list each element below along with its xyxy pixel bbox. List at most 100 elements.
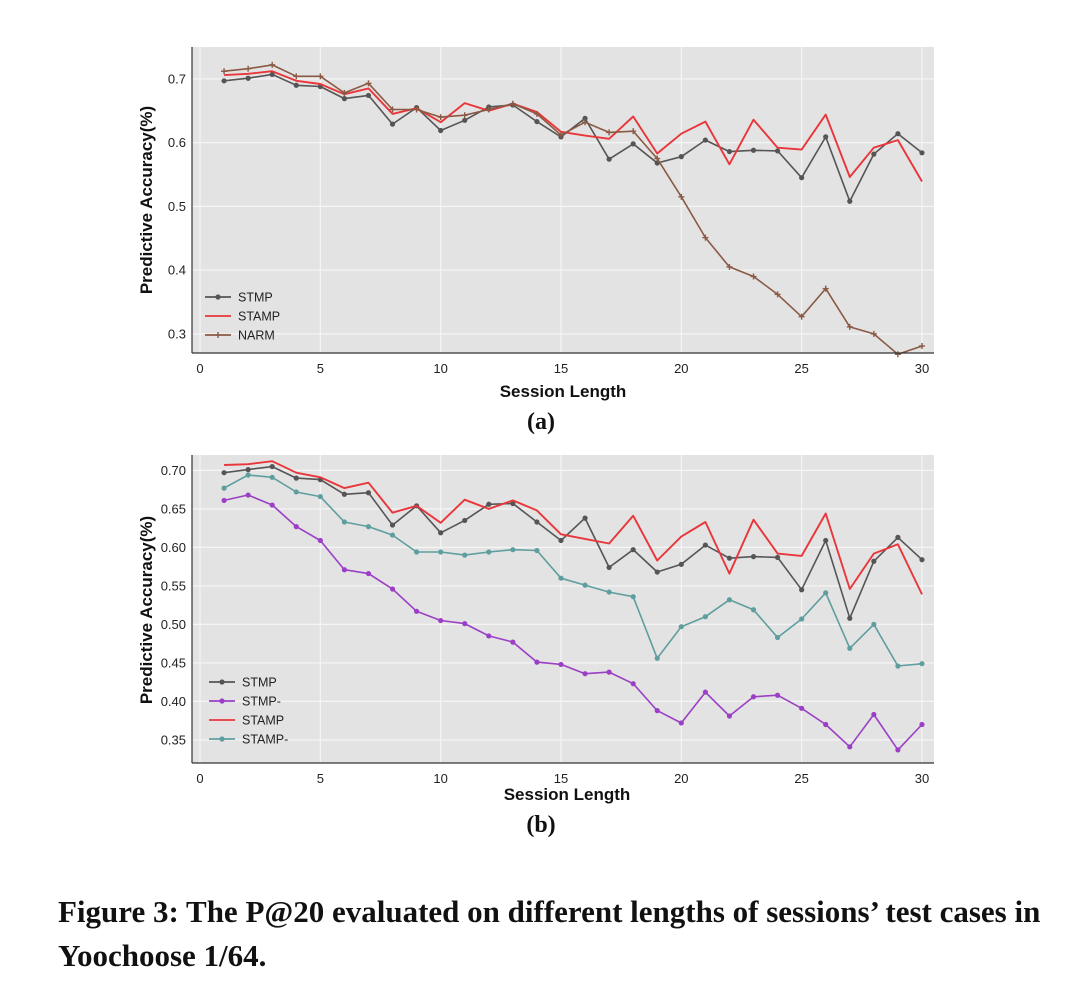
legend-marker <box>219 698 225 704</box>
data-point-stmp-minus <box>365 570 372 577</box>
data-point-stmp-minus <box>510 639 516 645</box>
chart-a: 0 5 10 15 20 25 30 0.3 0.4 0.5 0.6 0.7 Predictive A… <box>137 47 934 435</box>
legend-item-stmp: STMP <box>209 676 277 690</box>
legend-marker <box>215 332 221 338</box>
x-tick-label: 5 <box>317 361 324 376</box>
data-point-narm <box>774 291 781 298</box>
data-point-narm <box>533 110 540 117</box>
series-line-narm <box>224 64 923 356</box>
data-point-stmp-minus <box>895 747 901 753</box>
data-point-stmp-minus <box>726 713 733 719</box>
data-point-narm <box>269 61 276 68</box>
data-point-stamp-minus <box>293 489 299 495</box>
data-point-stamp-minus <box>799 616 805 622</box>
data-point-narm <box>918 342 925 349</box>
data-point-stmp-minus <box>534 659 540 665</box>
data-point-stmp <box>774 148 781 154</box>
y-tick-label: 0.7 <box>168 71 186 86</box>
data-point-narm <box>846 323 853 330</box>
data-point-stmp <box>582 115 588 121</box>
data-point-narm <box>678 193 685 200</box>
data-point-stmp <box>726 555 733 561</box>
x-tick-label: 0 <box>196 361 203 376</box>
data-point-stmp <box>293 82 299 88</box>
data-point-stmp <box>702 137 708 143</box>
data-point-narm <box>293 73 300 80</box>
data-point-stmp <box>269 463 275 470</box>
data-point-narm <box>726 263 733 270</box>
y-tick-label: 0.40 <box>161 694 186 709</box>
data-point-stmp-minus <box>678 720 684 726</box>
data-point-stmp <box>678 561 684 567</box>
legend-label: STMP <box>242 676 277 690</box>
data-point-stamp-minus <box>341 519 347 525</box>
plot-background <box>192 47 934 353</box>
data-point-stmp <box>221 470 227 476</box>
data-point-stamp-minus <box>654 655 660 661</box>
data-point-stmp <box>895 534 901 540</box>
x-tick-label: 15 <box>554 361 568 376</box>
data-point-stmp <box>245 467 251 473</box>
data-point-stmp <box>341 491 347 497</box>
data-point-narm <box>798 313 805 320</box>
data-point-stmp <box>462 517 468 524</box>
x-tick-label: 5 <box>317 771 324 786</box>
data-point-stamp-minus <box>823 590 829 596</box>
data-point-stmp-minus <box>630 681 636 687</box>
data-point-stamp-minus <box>606 589 612 595</box>
data-point-stmp <box>365 92 372 99</box>
data-point-stmp-minus <box>317 537 323 544</box>
x-tick-label: 0 <box>196 771 203 786</box>
data-point-stmp-minus <box>462 621 468 627</box>
data-point-narm <box>317 73 324 80</box>
data-point-narm <box>654 155 661 162</box>
legend-label: STMP- <box>242 695 281 709</box>
y-tick-label: 0.50 <box>161 617 186 632</box>
data-point-narm <box>365 80 372 87</box>
data-point-stmp <box>606 156 612 162</box>
data-point-stamp-minus <box>774 634 781 641</box>
data-point-stmp <box>389 121 396 127</box>
data-point-stmp <box>847 615 853 621</box>
legend-item-stamp: STAMP <box>205 310 280 324</box>
data-point-stmp-minus <box>558 661 564 668</box>
data-point-stmp-minus <box>606 669 612 675</box>
y-tick-label: 0.45 <box>161 655 186 670</box>
x-tick-label: 20 <box>674 771 688 786</box>
series-line-stmp <box>224 73 923 203</box>
data-point-stamp-minus <box>365 524 372 530</box>
data-point-stamp-minus <box>317 493 323 500</box>
legend-label: STAMP <box>238 310 280 324</box>
data-point-stmp-minus <box>750 694 757 700</box>
legend-label: NARM <box>238 329 275 343</box>
data-point-narm <box>389 106 396 113</box>
figure-caption: Figure 3: The P@20 evaluated on differen… <box>58 894 1041 973</box>
data-point-stmp <box>510 500 516 507</box>
data-point-stmp-minus <box>389 586 396 592</box>
data-point-narm <box>702 234 709 241</box>
data-point-stamp-minus <box>750 607 757 613</box>
data-point-stmp <box>823 134 829 140</box>
panel-label: (a) <box>527 409 555 435</box>
data-point-stamp-minus <box>534 547 540 554</box>
data-point-stamp-minus <box>630 594 636 600</box>
data-point-stmp <box>221 78 227 84</box>
legend-item-narm: NARM <box>205 329 275 343</box>
data-point-narm <box>606 129 613 136</box>
data-point-stmp <box>534 118 540 125</box>
data-point-narm <box>894 351 901 358</box>
data-point-stmp-minus <box>582 671 588 677</box>
legend-marker <box>215 294 221 300</box>
data-point-stmp <box>534 519 540 525</box>
y-tick-label: 0.70 <box>161 463 186 478</box>
x-tick-label: 10 <box>433 771 447 786</box>
data-point-narm <box>461 112 468 119</box>
y-tick-label: 0.35 <box>161 732 186 747</box>
data-point-stmp-minus <box>823 721 829 728</box>
x-tick-label: 10 <box>433 361 447 376</box>
legend-label: STAMP <box>242 714 284 728</box>
legend-label: STMP <box>238 291 273 305</box>
y-tick-label: 0.65 <box>161 501 186 516</box>
data-point-stmp <box>678 154 684 160</box>
legend-item-stamp: STAMP <box>209 714 284 728</box>
